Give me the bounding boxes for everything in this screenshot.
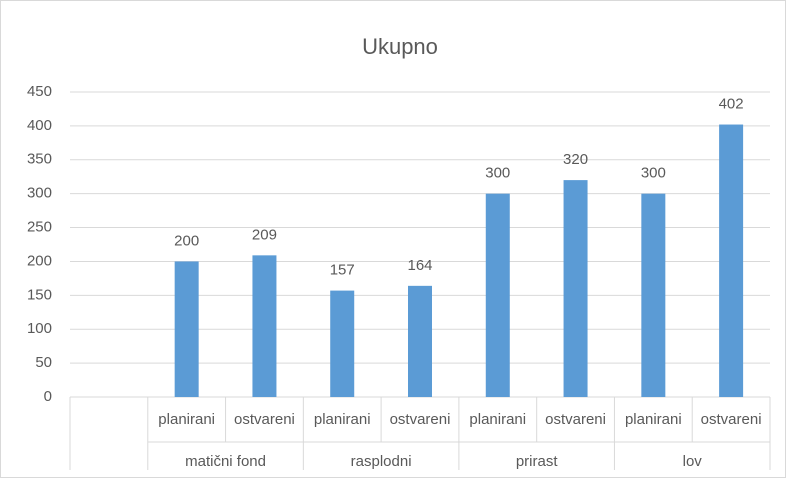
x-tick-label: ostvareni <box>390 411 451 428</box>
x-tick-label: planirani <box>158 411 215 428</box>
data-label: 300 <box>485 165 510 182</box>
x-tick-label: planirani <box>469 411 526 428</box>
data-label: 209 <box>252 226 277 243</box>
x-tick-label: ostvareni <box>701 411 762 428</box>
y-tick-label: 100 <box>27 320 52 337</box>
y-tick-label: 150 <box>27 286 52 303</box>
y-tick-label: 50 <box>35 354 52 371</box>
y-tick-label: 200 <box>27 252 52 269</box>
y-tick-label: 250 <box>27 219 52 236</box>
data-label: 157 <box>330 262 355 279</box>
bar <box>252 255 277 397</box>
x-tick-label: planirani <box>625 411 682 428</box>
y-tick-label: 400 <box>27 117 52 134</box>
group-label: matični fond <box>185 453 266 470</box>
x-tick-label: ostvareni <box>234 411 295 428</box>
group-label: prirast <box>516 453 559 470</box>
bar <box>563 180 588 397</box>
bar <box>330 290 355 397</box>
y-tick-label: 0 <box>44 388 52 405</box>
bar <box>408 285 432 397</box>
bar <box>485 193 510 397</box>
data-label: 300 <box>641 165 666 182</box>
data-label: 200 <box>174 232 199 249</box>
x-tick-label: ostvareni <box>545 411 606 428</box>
y-tick-label: 450 <box>27 83 52 100</box>
data-label: 164 <box>407 257 432 274</box>
group-label: rasplodni <box>351 453 412 470</box>
x-tick-label: planirani <box>314 411 371 428</box>
chart-title: Ukupno <box>362 34 438 59</box>
bar <box>719 124 744 398</box>
bar <box>174 261 199 397</box>
data-label: 402 <box>719 96 744 113</box>
y-tick-label: 300 <box>27 185 52 202</box>
y-tick-label: 350 <box>27 151 52 168</box>
bar <box>641 193 666 397</box>
data-label: 320 <box>563 151 588 168</box>
group-label: lov <box>683 453 703 470</box>
